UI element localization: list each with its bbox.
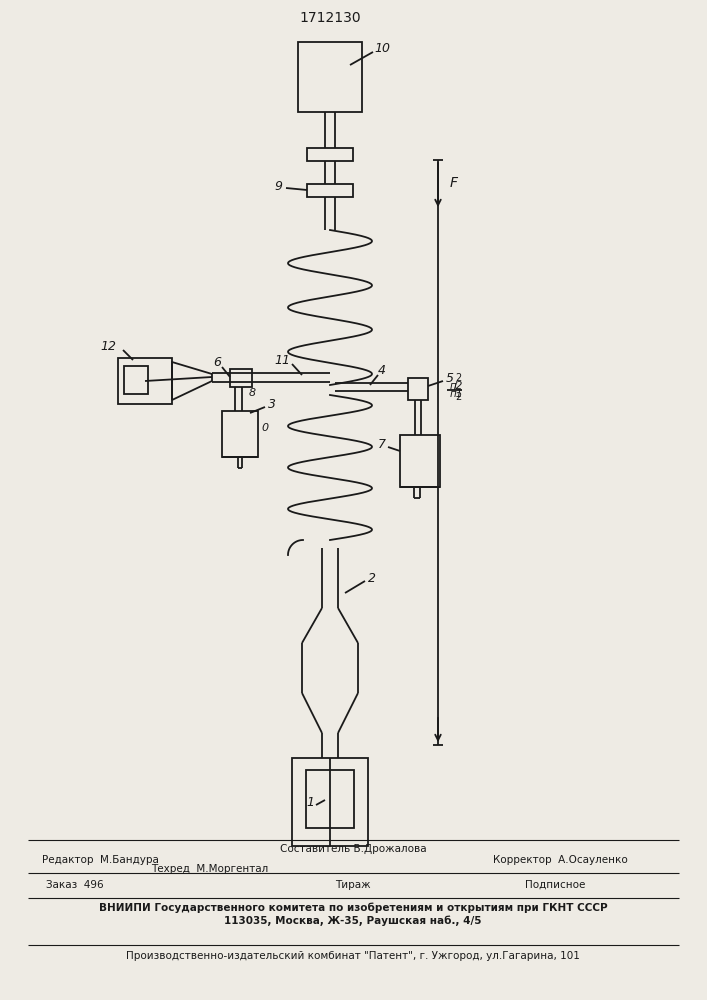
Bar [307, 184, 353, 197]
Text: Техред  М.Моргентал: Техред М.Моргентал [151, 864, 269, 874]
Bar [298, 42, 362, 112]
Bar [230, 369, 252, 387]
Text: 11: 11 [274, 354, 290, 366]
Text: F: F [450, 176, 458, 190]
Bar [292, 758, 368, 846]
Text: 3: 3 [268, 398, 276, 412]
Text: 113035, Москва, Ж-35, Раушская наб., 4/5: 113035, Москва, Ж-35, Раушская наб., 4/5 [224, 916, 481, 926]
Text: Производственно-издательский комбинат "Патент", г. Ужгород, ул.Гагарина, 101: Производственно-издательский комбинат "П… [126, 951, 580, 961]
Text: 2: 2 [455, 392, 461, 402]
Text: 4: 4 [378, 364, 386, 377]
Text: Тираж: Тираж [335, 880, 370, 890]
Text: Составитель В.Дрожалова: Составитель В.Дрожалова [280, 844, 426, 854]
Text: 2: 2 [368, 572, 376, 584]
Text: 0: 0 [262, 423, 269, 433]
Text: п1: п1 [450, 389, 463, 399]
Text: 2: 2 [455, 373, 461, 383]
Text: /: / [454, 381, 457, 391]
Text: ВНИИПИ Государственного комитета по изобретениям и открытиям при ГКНТ СССР: ВНИИПИ Государственного комитета по изоб… [99, 903, 607, 913]
Bar [307, 148, 353, 161]
Text: Заказ  496: Заказ 496 [46, 880, 104, 890]
Text: 6: 6 [213, 357, 221, 369]
Text: Корректор  А.Осауленко: Корректор А.Осауленко [493, 855, 627, 865]
Text: 8: 8 [248, 388, 255, 398]
Text: Редактор  М.Бандура: Редактор М.Бандура [42, 855, 158, 865]
Text: 10: 10 [374, 41, 390, 54]
Bar [222, 411, 258, 457]
Bar [124, 366, 148, 394]
Text: п2: п2 [450, 381, 463, 391]
Text: 7: 7 [378, 438, 386, 452]
Text: 12: 12 [100, 340, 116, 353]
Text: 9: 9 [274, 180, 282, 192]
Text: 1712130: 1712130 [299, 11, 361, 25]
Bar [408, 378, 428, 400]
Bar [400, 435, 440, 487]
Bar [306, 770, 354, 828]
Text: Подписное: Подписное [525, 880, 585, 890]
Text: 5: 5 [446, 371, 454, 384]
Bar [118, 358, 172, 404]
Text: 1: 1 [306, 796, 314, 810]
